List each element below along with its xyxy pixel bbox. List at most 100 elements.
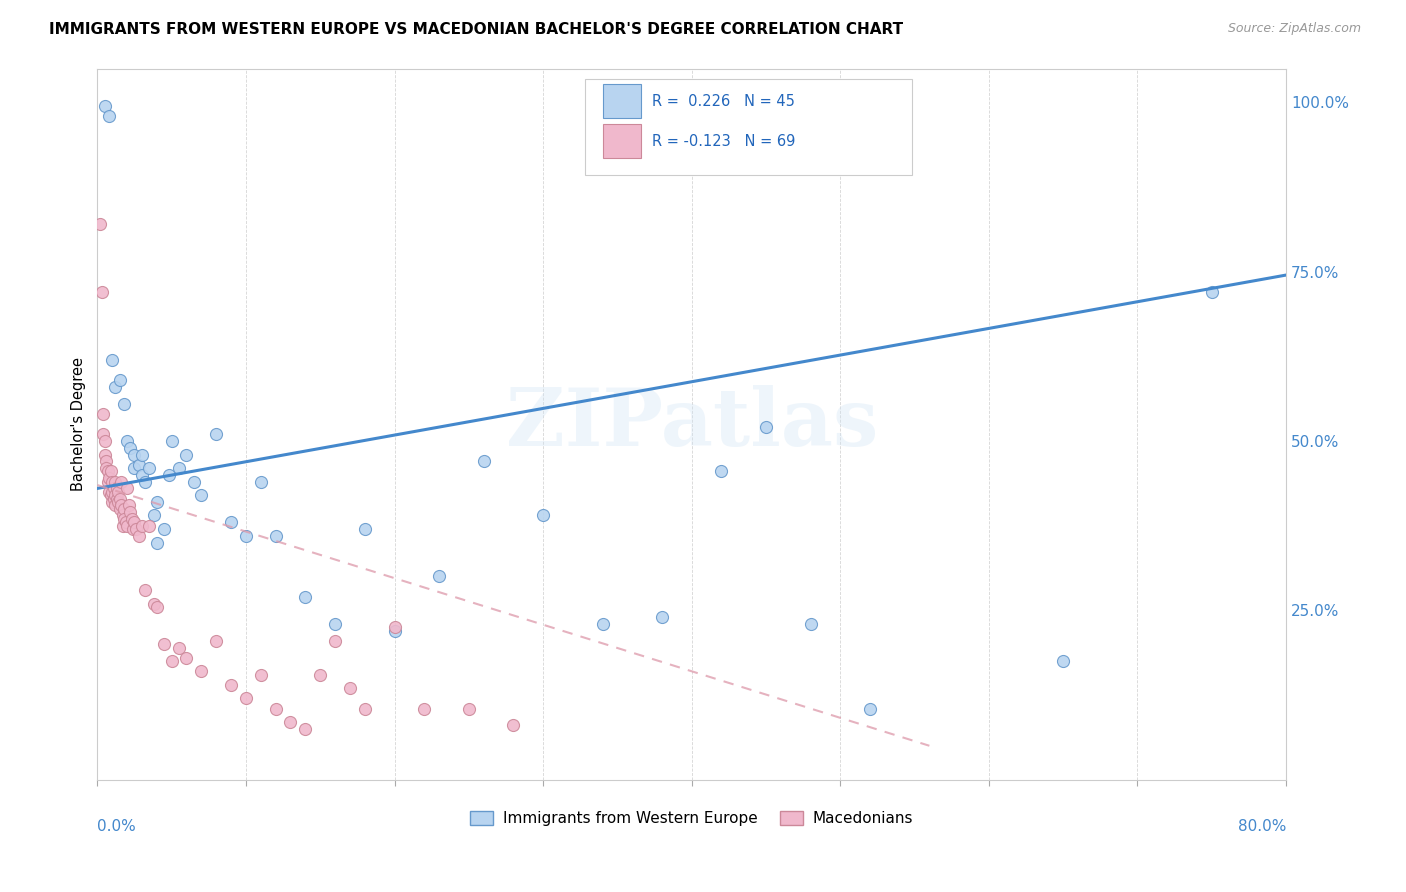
Point — [111, 518, 134, 533]
Point — [157, 467, 180, 482]
Point — [142, 508, 165, 523]
Point — [107, 484, 129, 499]
Text: Source: ZipAtlas.com: Source: ZipAtlas.com — [1227, 22, 1361, 36]
Point — [104, 380, 127, 394]
Point — [146, 535, 169, 549]
Text: 0.0%: 0.0% — [97, 819, 136, 834]
Point — [111, 508, 134, 523]
Point — [353, 522, 375, 536]
Point — [138, 518, 160, 533]
Point — [153, 522, 176, 536]
Point — [103, 491, 125, 506]
FancyBboxPatch shape — [603, 124, 641, 158]
Point — [94, 448, 117, 462]
Point — [160, 654, 183, 668]
Point — [128, 458, 150, 472]
Point — [104, 488, 127, 502]
Point — [235, 691, 257, 706]
Point — [101, 352, 124, 367]
Point — [205, 427, 228, 442]
Point — [90, 285, 112, 299]
Point — [100, 488, 122, 502]
Point — [89, 217, 111, 231]
Point — [115, 482, 138, 496]
Point — [142, 597, 165, 611]
Point — [105, 491, 128, 506]
Point — [91, 407, 114, 421]
Point — [651, 610, 673, 624]
Point — [146, 495, 169, 509]
Point — [264, 701, 287, 715]
Point — [146, 599, 169, 614]
Point — [190, 488, 212, 502]
FancyBboxPatch shape — [585, 79, 911, 175]
Point — [235, 529, 257, 543]
Point — [108, 373, 131, 387]
Point — [98, 484, 121, 499]
Point — [128, 529, 150, 543]
Point — [859, 701, 882, 715]
Point — [710, 465, 733, 479]
Point — [114, 516, 136, 530]
Point — [118, 441, 141, 455]
Point — [107, 495, 129, 509]
Point — [97, 475, 120, 489]
Point — [94, 434, 117, 448]
Point — [799, 616, 821, 631]
Point — [131, 518, 153, 533]
Point — [124, 461, 146, 475]
Point — [323, 616, 346, 631]
Point — [183, 475, 205, 489]
Point — [176, 448, 198, 462]
Legend: Immigrants from Western Europe, Macedonians: Immigrants from Western Europe, Macedoni… — [464, 805, 920, 832]
Point — [1052, 654, 1074, 668]
Point — [457, 701, 479, 715]
Text: R = -0.123   N = 69: R = -0.123 N = 69 — [652, 134, 796, 149]
Point — [134, 582, 156, 597]
Point — [131, 448, 153, 462]
Point — [294, 722, 316, 736]
Point — [755, 420, 778, 434]
Point — [125, 522, 148, 536]
Point — [264, 529, 287, 543]
Point — [110, 475, 132, 489]
Point — [219, 678, 242, 692]
Point — [108, 501, 131, 516]
Point — [339, 681, 361, 696]
Y-axis label: Bachelor's Degree: Bachelor's Degree — [72, 357, 86, 491]
Text: IMMIGRANTS FROM WESTERN EUROPE VS MACEDONIAN BACHELOR'S DEGREE CORRELATION CHART: IMMIGRANTS FROM WESTERN EUROPE VS MACEDO… — [49, 22, 903, 37]
Point — [176, 650, 198, 665]
Point — [294, 590, 316, 604]
Text: 80.0%: 80.0% — [1237, 819, 1286, 834]
Point — [101, 495, 124, 509]
Point — [472, 454, 495, 468]
Point — [124, 448, 146, 462]
Point — [131, 467, 153, 482]
Point — [249, 667, 271, 681]
Point — [104, 499, 127, 513]
Point — [98, 471, 121, 485]
Point — [121, 512, 143, 526]
Point — [117, 499, 139, 513]
Point — [115, 434, 138, 448]
Point — [592, 616, 614, 631]
Point — [249, 475, 271, 489]
Point — [167, 640, 190, 655]
Point — [115, 518, 138, 533]
Point — [124, 516, 146, 530]
Point — [96, 461, 118, 475]
Point — [531, 508, 554, 523]
Point — [323, 633, 346, 648]
Point — [205, 633, 228, 648]
FancyBboxPatch shape — [603, 84, 641, 119]
Point — [96, 454, 118, 468]
Point — [97, 465, 120, 479]
Point — [384, 620, 406, 634]
Point — [110, 499, 132, 513]
Point — [101, 484, 124, 499]
Text: ZIPatlas: ZIPatlas — [506, 385, 877, 463]
Point — [103, 482, 125, 496]
Point — [98, 109, 121, 123]
Point — [353, 701, 375, 715]
Point — [91, 427, 114, 442]
